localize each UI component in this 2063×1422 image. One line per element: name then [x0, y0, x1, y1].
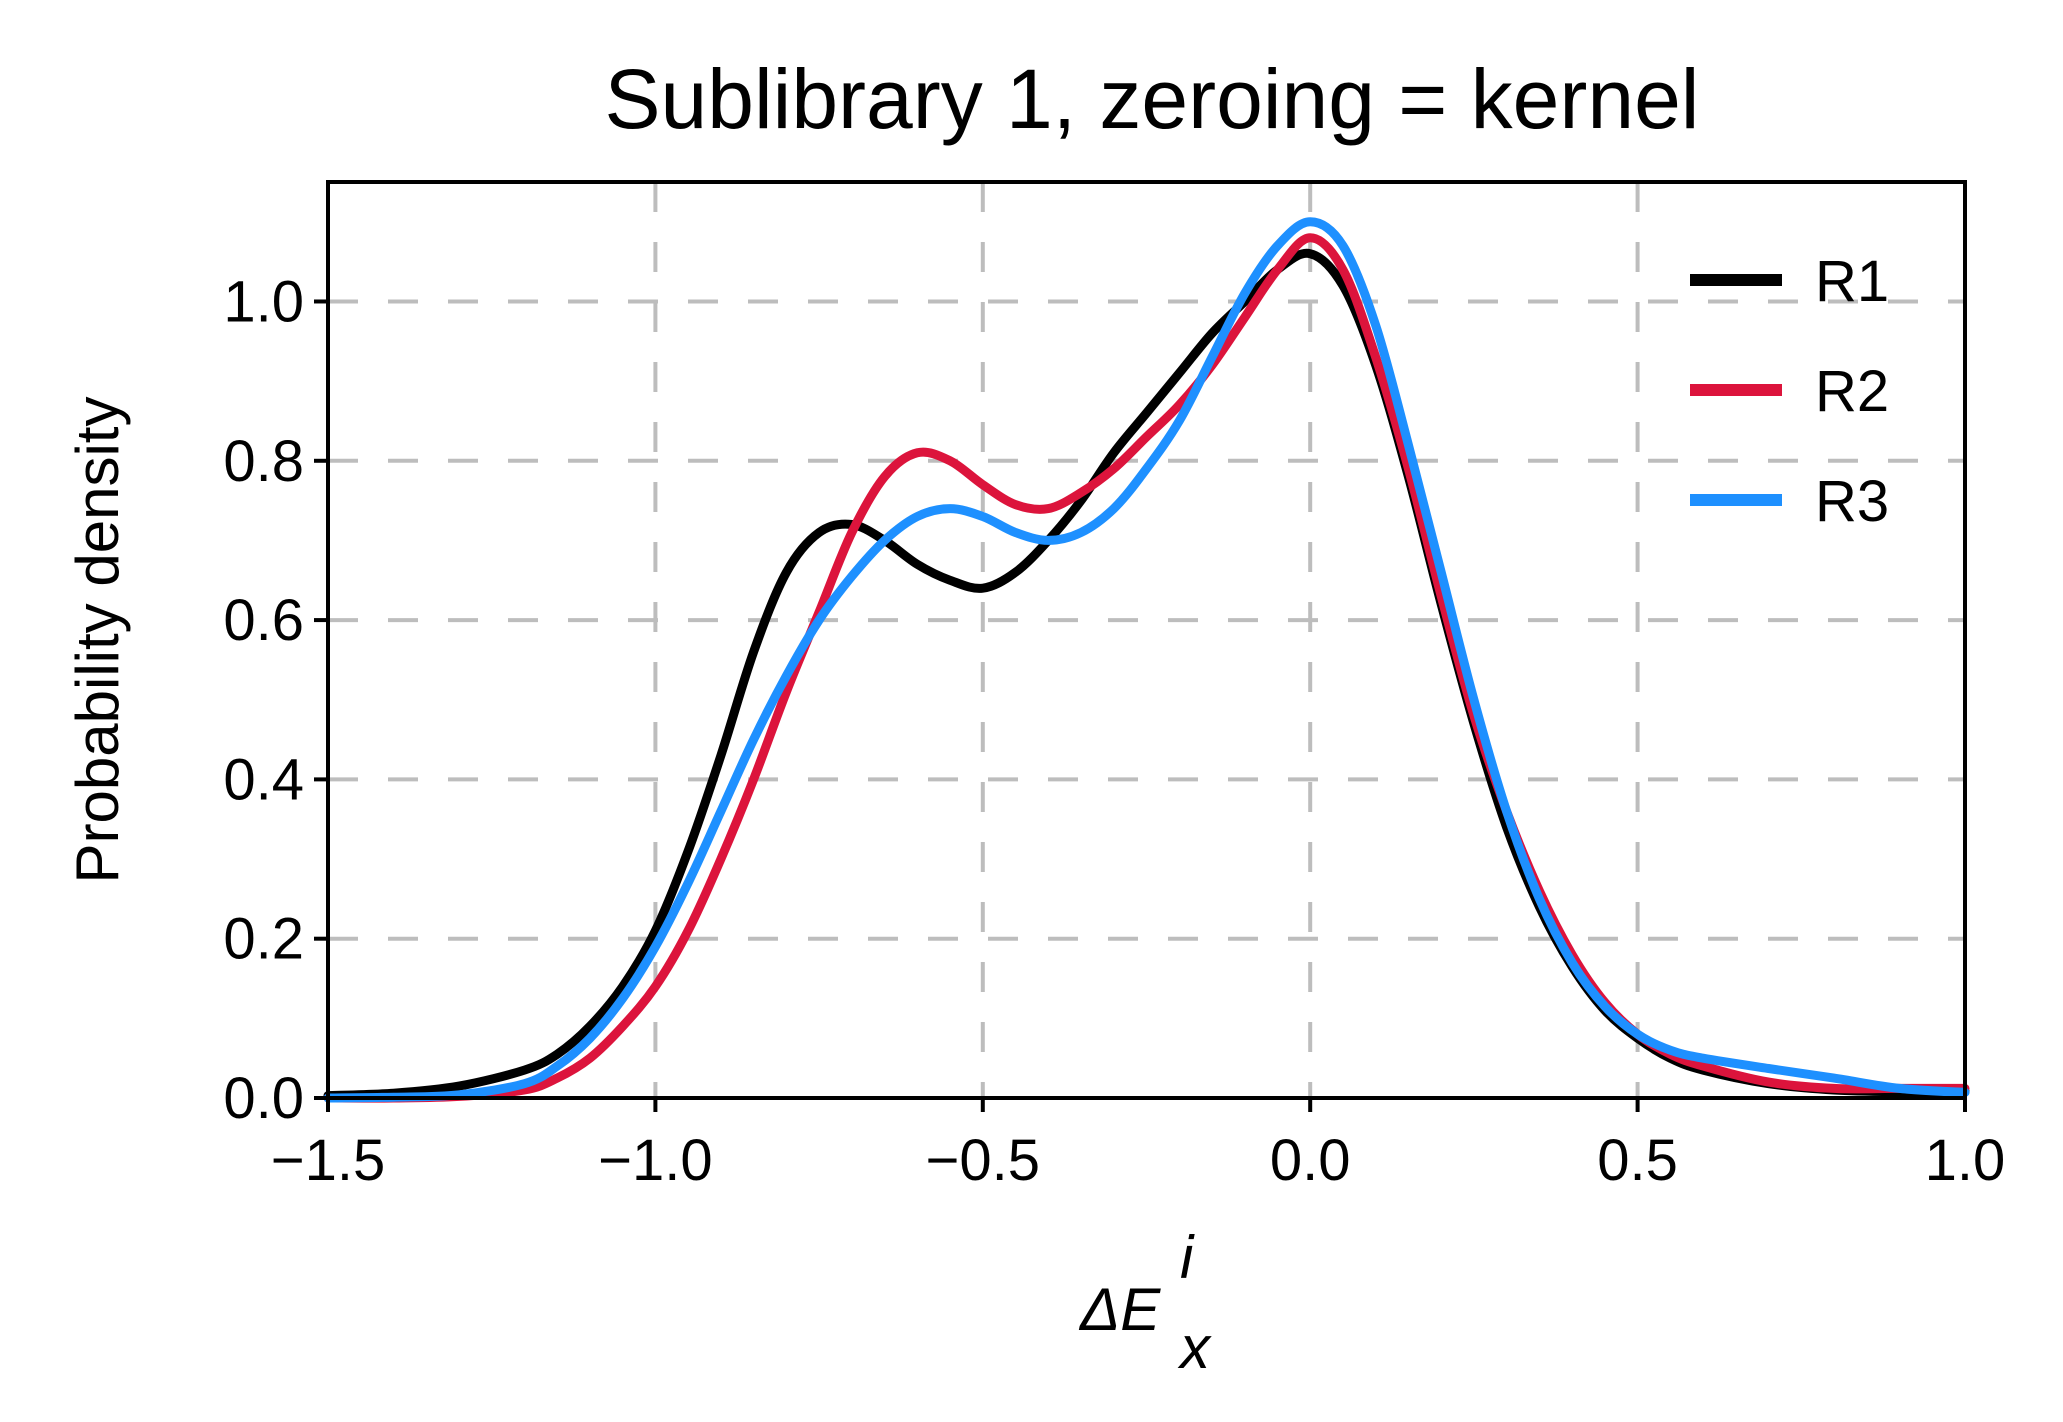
x-tick-label: 0.5 — [1597, 1128, 1678, 1193]
series-line-r1 — [323, 248, 1970, 1101]
y-tick-label: 0.6 — [223, 588, 304, 653]
series-line-r3 — [323, 217, 1970, 1103]
y-tick-label: 0.0 — [223, 1066, 304, 1131]
legend-label-r3: R3 — [1815, 469, 1889, 534]
series-layer — [323, 217, 1970, 1103]
x-axis-label-superscript: i — [1180, 1224, 1195, 1291]
x-axis-label: ΔE i x — [1078, 1224, 1212, 1381]
y-tick-label: 0.8 — [223, 429, 304, 494]
chart-title: Sublibrary 1, zeroing = kernel — [605, 52, 1700, 146]
x-tick-label: 0.0 — [1270, 1128, 1351, 1193]
grid — [328, 182, 1965, 1098]
ticks: −1.5 −1.0 −0.5 0.0 0.5 1.0 0.0 0.2 0.4 0.6 0.8 1.0 — [223, 269, 2005, 1193]
legend: R1 R2 R3 — [1690, 249, 1889, 534]
plot-frame — [326, 180, 1967, 1100]
y-tick-label: 0.2 — [223, 907, 304, 972]
x-tick-label: 1.0 — [1925, 1128, 2006, 1193]
x-tick-label: −1.5 — [271, 1128, 386, 1193]
series-line-r2 — [323, 233, 1970, 1103]
svg-text:ΔE: ΔE — [1078, 1276, 1161, 1343]
x-axis-label-subscript: x — [1177, 1314, 1212, 1381]
legend-label-r2: R2 — [1815, 359, 1889, 424]
y-axis-label: Probability density — [64, 397, 131, 884]
x-tick-label: −0.5 — [926, 1128, 1041, 1193]
y-tick-label: 0.4 — [223, 747, 304, 812]
x-tick-label: −1.0 — [598, 1128, 713, 1193]
y-tick-label: 1.0 — [223, 269, 304, 334]
legend-label-r1: R1 — [1815, 249, 1889, 314]
x-axis-label-base: ΔE — [1078, 1276, 1161, 1343]
